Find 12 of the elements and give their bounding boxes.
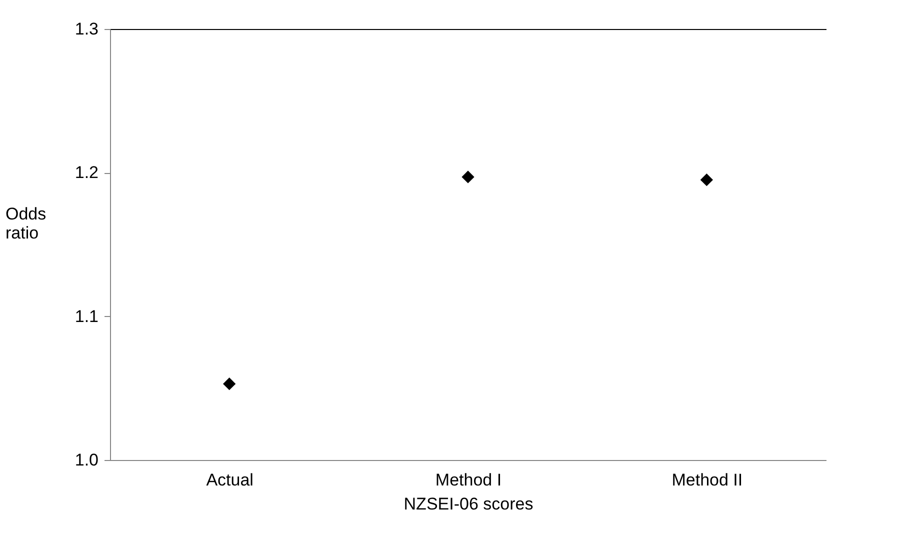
point xyxy=(700,174,713,186)
y-tick-label: 1.0 xyxy=(74,450,98,470)
x-tick-label: Actual xyxy=(206,470,254,490)
x-tick-label: Method I xyxy=(435,470,502,490)
y-tick-label: 1.1 xyxy=(74,306,98,326)
y-tick-label: 1.3 xyxy=(74,20,98,38)
point xyxy=(462,170,474,184)
y-tick-label: 1.2 xyxy=(74,163,98,182)
y-axis-title: Odds ratio xyxy=(6,204,46,242)
x-tick-label: Method II xyxy=(672,470,743,490)
x-axis-title: NZSEI-06 scores xyxy=(404,494,534,514)
point xyxy=(223,378,236,390)
